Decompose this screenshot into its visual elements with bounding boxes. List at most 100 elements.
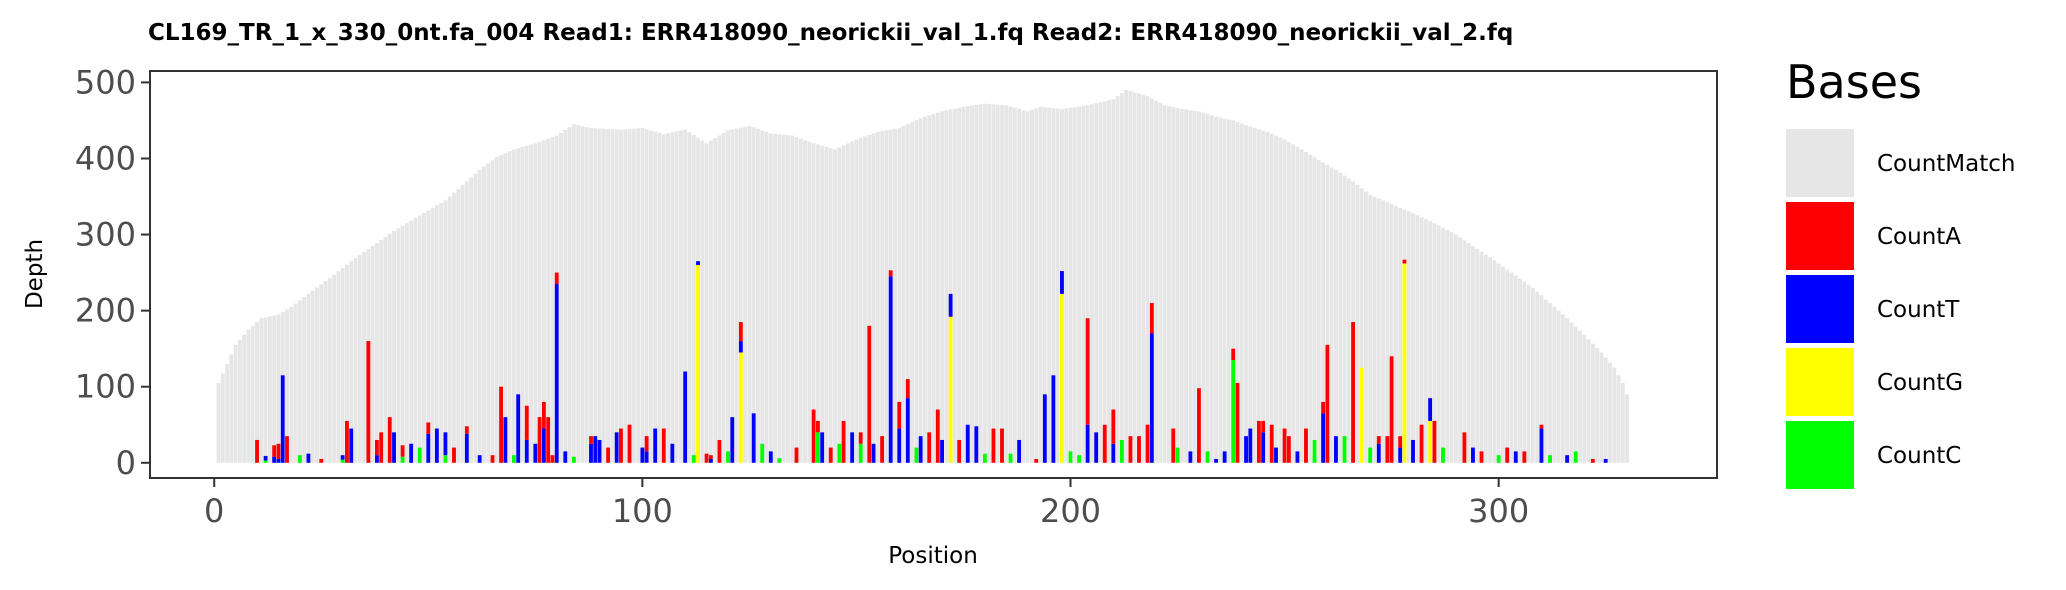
match-bar [777,134,782,463]
count-c-bar [1068,451,1073,463]
count-a-bar [1389,356,1394,463]
match-bar [1565,318,1570,463]
count-g-bar [1428,420,1433,463]
legend-label: CountT [1877,297,1960,323]
match-bar [858,137,863,463]
match-bar [970,105,974,463]
match-bar [1406,211,1411,463]
count-t-bar [965,424,970,463]
count-t-bar [593,436,598,463]
count-t-bar [409,443,414,463]
match-bar [490,160,495,463]
match-bar [1543,299,1548,463]
count-a-bar [537,417,542,463]
y-axis-label: Depth [22,239,48,309]
match-bar [1017,108,1022,463]
match-bar [708,140,713,463]
match-bar [289,306,294,463]
count-a-bar [1235,382,1240,463]
count-t-bar [683,371,688,463]
match-bar [327,277,332,463]
match-bar [1505,269,1510,463]
match-bar [1239,123,1244,463]
count-t-bar [738,341,743,353]
x-tick-label: 300 [1468,492,1529,530]
count-a-bar [1111,409,1116,444]
count-t-bar [1051,375,1056,463]
match-bar [828,148,833,463]
count-c-bar [1077,455,1081,463]
match-bar [1201,112,1206,463]
count-a-bar [708,455,713,459]
match-bar [1385,202,1390,463]
count-a-bar [255,439,259,463]
match-bar [1449,232,1454,463]
legend-label: CountA [1877,224,1961,250]
match-bar [503,153,508,463]
match-bar [370,245,375,463]
match-bar [1008,106,1013,463]
match-bar [837,147,842,463]
match-bar [1269,133,1274,463]
match-bar [571,124,576,463]
legend-title: Bases [1786,55,1922,109]
match-bar [952,108,957,463]
count-a-bar [1269,424,1274,463]
count-a-bar [880,436,885,463]
match-bar [310,290,315,463]
x-axis: 0 100 200 300 [204,478,1529,530]
match-bar [1492,260,1497,463]
count-a-bar [957,439,962,463]
match-bar [619,129,623,463]
count-a-bar [550,455,555,463]
count-c-bar [1008,453,1013,463]
match-bar [931,114,936,463]
match-bar [1329,167,1334,463]
count-t-bar [1188,451,1193,463]
match-bar [263,317,268,463]
match-bar [811,143,816,463]
count-c-bar [982,453,987,463]
match-bar [1085,105,1090,463]
match-bar [1548,303,1552,463]
count-t-bar [1094,432,1099,463]
match-bar [1248,126,1253,463]
match-bar [422,213,426,463]
count-c-bar [914,447,919,463]
count-a-bar [1102,424,1107,463]
count-a-bar [1321,401,1326,414]
count-a-bar [1256,420,1261,463]
count-t-bar [306,453,311,463]
count-a-bar [905,379,910,399]
match-bar [1051,108,1056,463]
count-t-bar [1565,455,1570,463]
count-t-bar [1334,436,1338,463]
y-tick-label: 0 [116,444,136,482]
match-bar [1530,287,1535,463]
match-bar [1346,178,1351,463]
match-bar [550,137,555,463]
match-bar [657,132,662,463]
match-bar [1539,295,1544,463]
match-bar [589,128,593,463]
match-bar [233,344,238,463]
count-t-bar [640,447,645,463]
match-bar [1376,198,1381,463]
count-g-bar [738,352,743,463]
match-bar [734,128,739,463]
match-bar [529,144,533,463]
match-bar [863,136,867,463]
count-c-bar [340,459,345,463]
count-a-bar [1171,428,1176,463]
count-c-bar [777,458,782,463]
count-c-bar [815,432,820,463]
match-bar [1304,152,1308,463]
match-bar [1620,382,1625,463]
match-bar [1218,117,1223,463]
count-t-bar [589,443,593,463]
count-a-bar [867,325,872,463]
match-bar [302,297,307,463]
match-bar [640,128,645,463]
count-a-bar [858,432,863,444]
match-bar [1590,343,1595,463]
